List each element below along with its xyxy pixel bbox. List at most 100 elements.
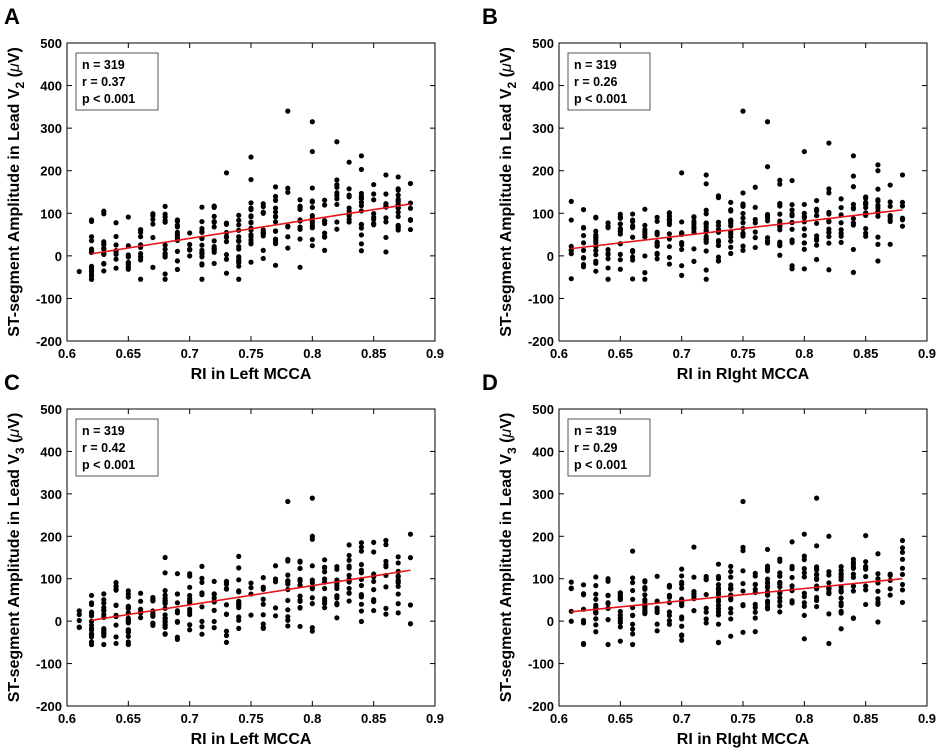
scatter-point xyxy=(162,621,168,627)
x-tick-label: 0.9 xyxy=(426,346,444,361)
scatter-point xyxy=(162,588,168,594)
scatter-point xyxy=(236,276,242,282)
scatter-point xyxy=(260,584,266,590)
x-tick-label: 0.85 xyxy=(361,711,386,726)
scatter-point xyxy=(101,208,107,214)
scatter-point xyxy=(199,631,205,637)
scatter-point xyxy=(593,252,599,258)
scatter-point xyxy=(777,609,783,615)
scatter-point xyxy=(76,608,82,614)
scatter-point xyxy=(826,219,832,225)
scatter-point xyxy=(113,251,119,257)
scatter-point xyxy=(777,181,783,187)
scatter-point xyxy=(715,561,722,567)
scatter-point xyxy=(407,602,414,608)
scatter-point xyxy=(899,537,906,544)
scatter-point xyxy=(383,611,389,617)
scatter-point xyxy=(826,580,832,586)
scatter-point xyxy=(88,639,95,645)
scatter-point xyxy=(764,576,771,582)
scatter-point xyxy=(728,595,734,602)
scatter-point xyxy=(113,233,119,240)
scatter-point xyxy=(371,539,377,545)
scatter-point xyxy=(826,230,832,236)
scatter-point xyxy=(728,208,734,214)
y-tick-label: 0 xyxy=(547,249,554,264)
scatter-point xyxy=(76,611,82,618)
scatter-point xyxy=(838,205,844,211)
scatter-point xyxy=(887,572,893,578)
scatter-point xyxy=(875,241,881,247)
scatter-point xyxy=(875,197,881,203)
x-tick-label: 0.7 xyxy=(181,346,199,361)
y-tick-label: 500 xyxy=(532,36,554,51)
scatter-point xyxy=(88,276,95,282)
scatter-point xyxy=(863,233,869,239)
scatter-point xyxy=(407,205,414,211)
scatter-point xyxy=(728,585,734,591)
scatter-point xyxy=(101,246,107,252)
scatter-point xyxy=(850,205,857,211)
scatter-point xyxy=(728,217,734,223)
scatter-point xyxy=(814,233,820,239)
scatter-point xyxy=(162,595,168,601)
regression-line xyxy=(571,209,903,250)
scatter-point xyxy=(850,583,857,589)
scatter-point xyxy=(875,571,881,577)
scatter-point xyxy=(211,224,217,230)
scatter-point xyxy=(371,191,377,197)
scatter-point xyxy=(358,592,364,598)
scatter-point xyxy=(187,592,193,599)
x-tick-label: 0.75 xyxy=(730,711,755,726)
scatter-point xyxy=(666,254,673,261)
scatter-point xyxy=(272,579,279,585)
scatter-point xyxy=(285,579,291,585)
scatter-point xyxy=(125,594,131,600)
scatter-point xyxy=(138,234,144,240)
scatter-point xyxy=(371,210,377,217)
scatter-point xyxy=(593,583,599,589)
scatter-point xyxy=(703,591,709,598)
x-tick-label: 0.6 xyxy=(550,711,568,726)
scatter-point xyxy=(593,234,599,240)
scatter-point xyxy=(346,552,352,559)
scatter-point xyxy=(199,261,205,267)
scatter-point xyxy=(395,601,401,607)
scatter-point xyxy=(88,248,95,254)
scatter-point xyxy=(88,218,95,225)
scatter-point xyxy=(777,556,783,562)
x-axis-title: RI in RIght MCCA xyxy=(677,366,810,383)
scatter-point xyxy=(248,154,254,160)
scatter-point xyxy=(199,229,205,235)
scatter-point xyxy=(875,205,881,211)
scatter-point xyxy=(789,600,795,606)
y-axis-title-main: ST-segment Amplitude in Lead V xyxy=(6,88,23,337)
scatter-point xyxy=(899,549,906,555)
scatter-point xyxy=(358,608,364,614)
scatter-point xyxy=(740,243,746,249)
scatter-point xyxy=(223,611,230,617)
scatter-point xyxy=(272,193,279,200)
scatter-point xyxy=(801,226,807,232)
scatter-point xyxy=(309,204,315,211)
scatter-point xyxy=(679,240,685,246)
scatter-point xyxy=(728,223,734,229)
scatter-point xyxy=(358,225,364,231)
scatter-point xyxy=(777,252,783,258)
scatter-point xyxy=(764,235,771,241)
scatter-point xyxy=(630,217,636,223)
scatter-point xyxy=(691,544,697,550)
panel-b: B 0.6 0.65 0.7 0.75 0.8 0.85 0.9 -200 -100 0 100 200… xyxy=(482,4,936,383)
scatter-point xyxy=(605,265,611,271)
scatter-point xyxy=(593,629,599,635)
stats-line: n = 319 xyxy=(574,424,617,438)
scatter-point xyxy=(285,623,291,629)
scatter-point xyxy=(223,632,230,639)
scatter-point xyxy=(383,215,389,221)
scatter-point xyxy=(580,247,587,253)
scatter-point xyxy=(703,248,709,254)
scatter-point xyxy=(838,600,844,606)
scatter-point xyxy=(236,577,242,583)
y-tick-label: 0 xyxy=(547,614,554,629)
scatter-point xyxy=(814,594,820,601)
